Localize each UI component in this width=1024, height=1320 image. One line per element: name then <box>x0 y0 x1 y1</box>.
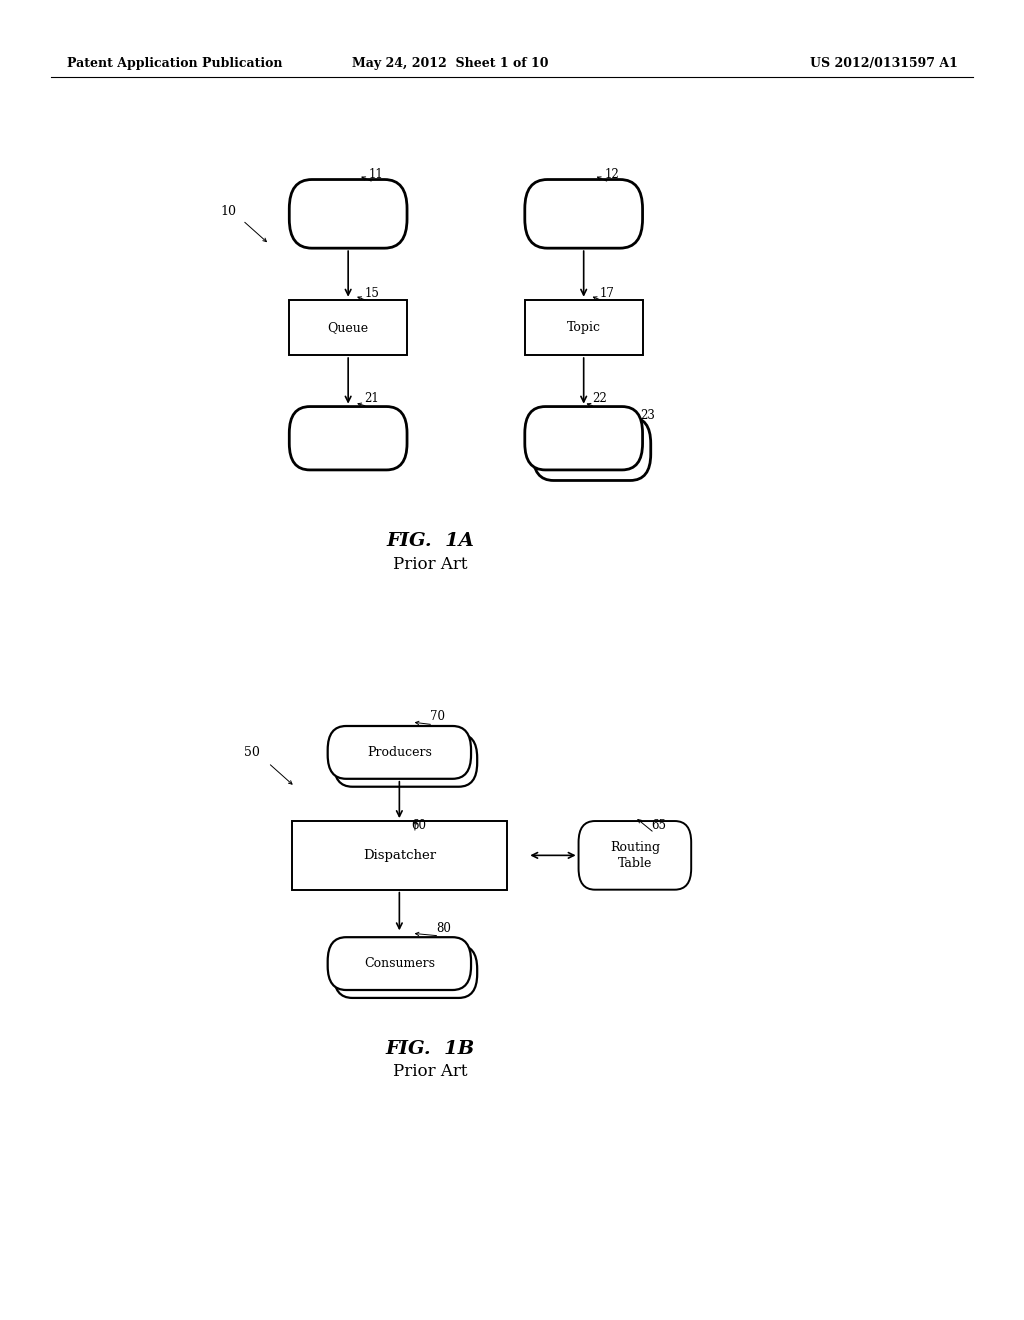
Text: 15: 15 <box>365 286 380 300</box>
FancyBboxPatch shape <box>334 945 477 998</box>
Text: 17: 17 <box>600 286 615 300</box>
Text: May 24, 2012  Sheet 1 of 10: May 24, 2012 Sheet 1 of 10 <box>352 57 549 70</box>
Text: 22: 22 <box>592 392 606 405</box>
Text: Patent Application Publication: Patent Application Publication <box>67 57 282 70</box>
Text: 80: 80 <box>436 921 452 935</box>
Text: 60: 60 <box>412 818 427 832</box>
Text: Consumers: Consumers <box>364 957 435 970</box>
Text: 65: 65 <box>651 818 667 832</box>
Text: 23: 23 <box>640 409 655 422</box>
Text: 11: 11 <box>369 168 383 181</box>
Text: 10: 10 <box>220 205 237 218</box>
Text: 12: 12 <box>604 168 618 181</box>
Text: Producers: Producers <box>367 746 432 759</box>
FancyBboxPatch shape <box>334 734 477 787</box>
FancyBboxPatch shape <box>328 726 471 779</box>
FancyBboxPatch shape <box>579 821 691 890</box>
FancyBboxPatch shape <box>524 407 643 470</box>
Text: Prior Art: Prior Art <box>393 1064 467 1080</box>
Text: Routing
Table: Routing Table <box>610 841 659 870</box>
Text: 70: 70 <box>430 710 445 723</box>
Text: FIG.  1B: FIG. 1B <box>385 1040 475 1059</box>
Bar <box>292 821 507 890</box>
Bar <box>290 300 408 355</box>
FancyBboxPatch shape <box>290 180 408 248</box>
Text: Prior Art: Prior Art <box>393 557 467 573</box>
Text: Topic: Topic <box>566 321 601 334</box>
Text: US 2012/0131597 A1: US 2012/0131597 A1 <box>810 57 957 70</box>
Text: FIG.  1A: FIG. 1A <box>386 532 474 550</box>
FancyBboxPatch shape <box>290 407 408 470</box>
Text: 50: 50 <box>244 746 260 759</box>
FancyBboxPatch shape <box>532 417 651 480</box>
Bar <box>524 300 643 355</box>
Text: 21: 21 <box>365 392 379 405</box>
Text: Queue: Queue <box>328 321 369 334</box>
FancyBboxPatch shape <box>524 180 643 248</box>
FancyBboxPatch shape <box>328 937 471 990</box>
Text: Dispatcher: Dispatcher <box>362 849 436 862</box>
